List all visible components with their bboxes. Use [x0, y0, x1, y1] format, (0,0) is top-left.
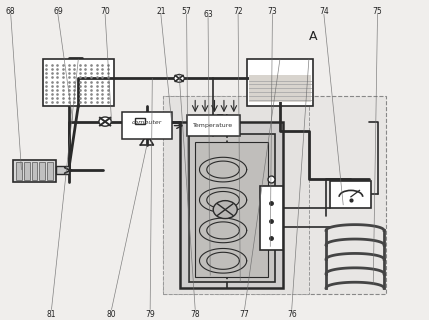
Bar — [47, 162, 53, 180]
Text: A: A — [309, 30, 317, 43]
Text: 78: 78 — [190, 310, 200, 319]
Text: computer: computer — [132, 120, 162, 125]
Text: 75: 75 — [373, 7, 382, 16]
Bar — [43, 59, 114, 106]
Bar — [32, 162, 37, 180]
Bar — [180, 122, 283, 288]
Circle shape — [174, 75, 184, 82]
Bar — [163, 96, 309, 294]
Text: 63: 63 — [203, 10, 213, 19]
Text: 77: 77 — [240, 310, 249, 319]
Text: 72: 72 — [233, 7, 243, 16]
Bar — [187, 115, 240, 136]
Text: 57: 57 — [182, 7, 191, 16]
Text: 81: 81 — [47, 310, 56, 319]
Circle shape — [213, 201, 237, 219]
Text: 70: 70 — [100, 7, 110, 16]
Text: 76: 76 — [287, 310, 296, 319]
Bar — [39, 162, 45, 180]
Bar — [330, 181, 371, 208]
Text: 74: 74 — [319, 7, 329, 16]
Bar — [135, 118, 145, 124]
Bar — [247, 59, 313, 106]
Bar — [122, 112, 172, 139]
Bar — [260, 186, 283, 250]
Text: 69: 69 — [53, 7, 63, 16]
Bar — [24, 162, 30, 180]
Circle shape — [99, 117, 111, 126]
Bar — [13, 160, 56, 182]
Text: 68: 68 — [6, 7, 15, 16]
Text: 80: 80 — [107, 310, 116, 319]
Text: Temperature: Temperature — [193, 123, 233, 128]
Text: 73: 73 — [268, 7, 277, 16]
Text: 79: 79 — [145, 310, 155, 319]
Bar — [195, 142, 268, 277]
Bar — [56, 166, 69, 174]
Bar — [189, 134, 275, 282]
Bar — [16, 162, 22, 180]
Bar — [249, 75, 311, 102]
Bar — [163, 96, 386, 294]
Text: 21: 21 — [156, 7, 166, 16]
